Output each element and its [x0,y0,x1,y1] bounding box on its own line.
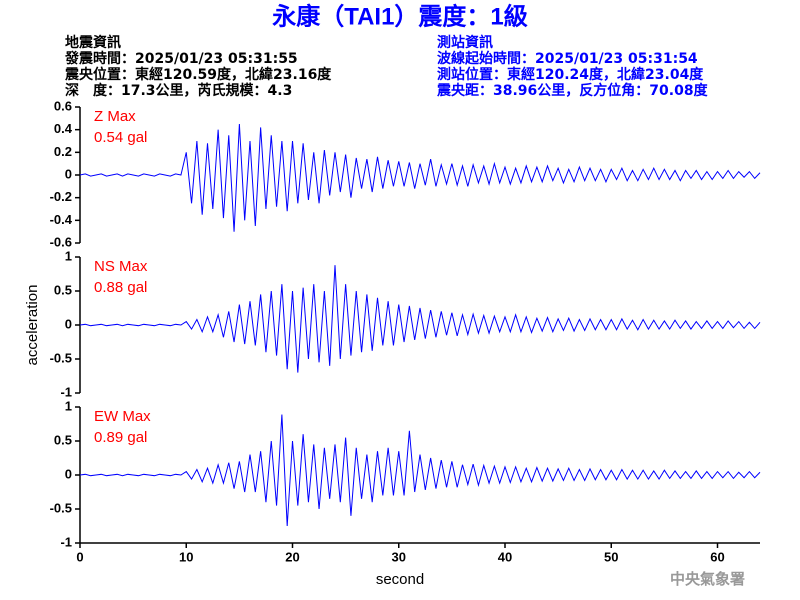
info-heading: 地震資訊 [65,34,121,51]
y-tick-label: 0 [65,466,72,481]
y-tick-label: 0.2 [54,144,72,159]
station-line: 震央距：38.96公里，反方位角：70.08度 [436,82,709,99]
station-line: 測站位置：東經120.24度，北緯23.04度 [437,66,704,83]
max-label: EW Max [94,408,151,425]
x-tick-label: 20 [285,549,299,564]
y-axis-label: acceleration [24,285,41,366]
y-tick-label: -0.6 [50,234,72,249]
x-tick-label: 0 [76,549,83,564]
y-tick-label: -0.4 [50,212,73,227]
x-tick-label: 30 [392,549,406,564]
y-tick-label: 1 [65,398,72,413]
y-tick-label: 0.5 [54,282,72,297]
max-value: 0.88 gal [94,279,147,296]
max-value: 0.89 gal [94,429,147,446]
x-tick-label: 60 [710,549,724,564]
x-tick-label: 50 [604,549,618,564]
y-tick-label: -0.2 [50,189,72,204]
waveform [79,414,761,527]
station-heading: 測站資訊 [437,34,493,51]
title: 永康（TAI1）震度：1級 [272,2,528,30]
waveform [79,265,761,373]
y-tick-label: -0.5 [50,500,72,515]
y-tick-label: 0 [65,316,72,331]
waveform [79,123,761,232]
info-line: 震央位置：東經120.59度，北緯23.16度 [64,66,332,83]
x-tick-label: 40 [498,549,512,564]
max-label: NS Max [94,258,148,275]
y-tick-label: -0.5 [50,350,72,365]
y-tick-label: 0 [65,166,72,181]
y-tick-label: 1 [65,248,72,263]
y-tick-label: 0.6 [54,98,72,113]
info-line: 發震時間：2025/01/23 05:31:55 [64,50,298,67]
y-tick-label: -1 [60,534,72,549]
credit: 中央氣象署 [670,570,745,588]
station-line: 波線起始時間：2025/01/23 05:31:54 [437,50,698,67]
y-tick-label: 0.4 [54,121,73,136]
y-tick-label: 0.5 [54,432,72,447]
x-axis-label: second [376,571,424,588]
info-line: 深 度：17.3公里，芮氏規模：4.3 [65,82,292,99]
max-label: Z Max [94,108,136,125]
y-tick-label: -1 [60,384,72,399]
max-value: 0.54 gal [94,129,147,146]
x-tick-label: 10 [179,549,193,564]
